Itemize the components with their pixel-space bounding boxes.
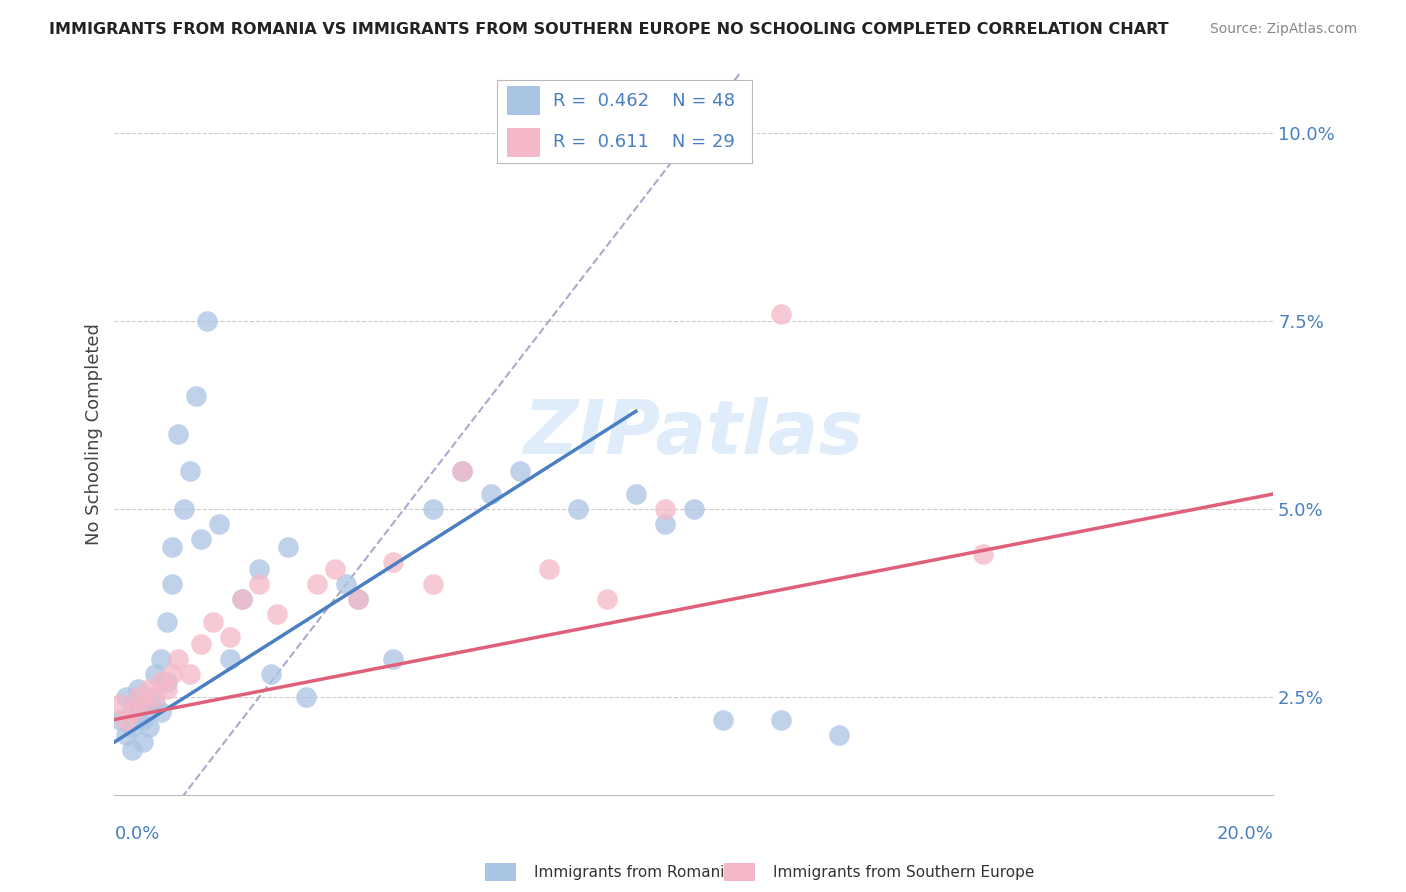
Point bbox=[167, 426, 190, 441]
Point bbox=[346, 592, 368, 607]
Point bbox=[138, 690, 160, 704]
Point bbox=[108, 698, 131, 712]
Point bbox=[827, 727, 849, 741]
Point bbox=[167, 652, 190, 666]
Point bbox=[537, 562, 560, 576]
Point bbox=[247, 577, 270, 591]
Point bbox=[149, 674, 172, 689]
Point bbox=[162, 577, 184, 591]
Point bbox=[143, 698, 166, 712]
Point bbox=[115, 690, 138, 704]
Y-axis label: No Schooling Completed: No Schooling Completed bbox=[86, 323, 103, 545]
Point bbox=[132, 735, 155, 749]
Point bbox=[294, 690, 316, 704]
Point bbox=[624, 487, 647, 501]
Point bbox=[115, 727, 138, 741]
Point bbox=[179, 667, 201, 681]
Point bbox=[132, 698, 155, 712]
Point bbox=[155, 674, 177, 689]
Point bbox=[138, 682, 160, 697]
Point bbox=[381, 555, 404, 569]
Point bbox=[231, 592, 253, 607]
Point bbox=[422, 577, 444, 591]
Point bbox=[149, 652, 172, 666]
Point bbox=[127, 690, 149, 704]
Point bbox=[769, 307, 792, 321]
Point bbox=[179, 465, 201, 479]
Point bbox=[231, 592, 253, 607]
Point bbox=[149, 705, 172, 719]
Point bbox=[155, 615, 177, 629]
Point bbox=[162, 667, 184, 681]
Point bbox=[195, 314, 218, 328]
Point bbox=[115, 713, 138, 727]
Point bbox=[307, 577, 329, 591]
Point bbox=[219, 630, 242, 644]
Point bbox=[132, 698, 155, 712]
Text: Immigrants from Southern Europe: Immigrants from Southern Europe bbox=[773, 865, 1035, 880]
Point bbox=[173, 502, 195, 516]
Point bbox=[132, 713, 155, 727]
Point bbox=[335, 577, 357, 591]
Point bbox=[155, 682, 177, 697]
Point bbox=[143, 690, 166, 704]
Point bbox=[769, 713, 792, 727]
Point bbox=[422, 502, 444, 516]
Point bbox=[567, 502, 589, 516]
Text: 20.0%: 20.0% bbox=[1216, 825, 1274, 843]
Text: 0.0%: 0.0% bbox=[114, 825, 160, 843]
Point bbox=[162, 540, 184, 554]
Point bbox=[260, 667, 283, 681]
Point bbox=[346, 592, 368, 607]
Point bbox=[509, 465, 531, 479]
Point bbox=[201, 615, 224, 629]
Point bbox=[121, 720, 143, 734]
Point bbox=[121, 705, 143, 719]
Point bbox=[682, 502, 704, 516]
Point bbox=[266, 607, 288, 622]
Point bbox=[143, 667, 166, 681]
Point bbox=[190, 637, 212, 651]
Point bbox=[654, 517, 676, 532]
Point bbox=[121, 742, 143, 756]
Text: Immigrants from Romania: Immigrants from Romania bbox=[534, 865, 734, 880]
Point bbox=[596, 592, 619, 607]
Point bbox=[127, 705, 149, 719]
Point bbox=[208, 517, 231, 532]
Point bbox=[127, 682, 149, 697]
Text: IMMIGRANTS FROM ROMANIA VS IMMIGRANTS FROM SOUTHERN EUROPE NO SCHOOLING COMPLETE: IMMIGRANTS FROM ROMANIA VS IMMIGRANTS FR… bbox=[49, 22, 1168, 37]
Point bbox=[479, 487, 502, 501]
Point bbox=[184, 389, 207, 403]
Point bbox=[972, 547, 994, 561]
Point bbox=[121, 698, 143, 712]
Point bbox=[654, 502, 676, 516]
Text: ZIPatlas: ZIPatlas bbox=[524, 397, 863, 470]
Point bbox=[190, 532, 212, 546]
Point bbox=[451, 465, 474, 479]
Point bbox=[381, 652, 404, 666]
Point bbox=[247, 562, 270, 576]
Point bbox=[323, 562, 346, 576]
Text: Source: ZipAtlas.com: Source: ZipAtlas.com bbox=[1209, 22, 1357, 37]
Point bbox=[451, 465, 474, 479]
Point bbox=[277, 540, 299, 554]
Point bbox=[711, 713, 734, 727]
Point bbox=[219, 652, 242, 666]
Point bbox=[108, 713, 131, 727]
Point bbox=[138, 720, 160, 734]
